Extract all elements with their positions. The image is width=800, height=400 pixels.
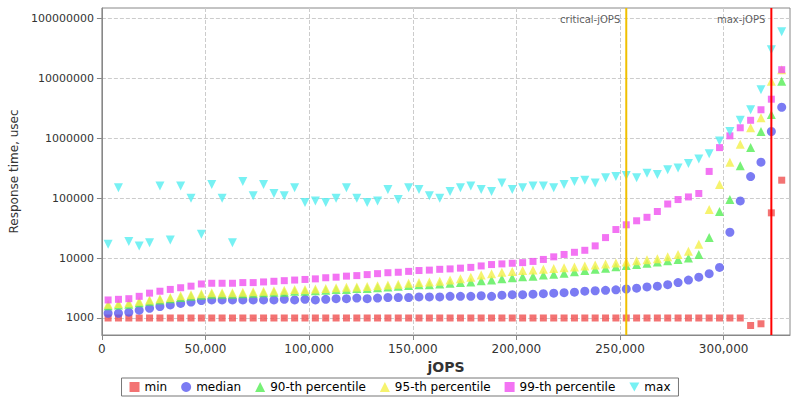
svg-text:250,000: 250,000 — [595, 342, 645, 356]
svg-text:jOPS: jOPS — [426, 359, 464, 375]
svg-text:min: min — [145, 380, 168, 394]
svg-text:300,000: 300,000 — [699, 342, 749, 356]
svg-text:10000: 10000 — [59, 252, 94, 265]
svg-text:99-th percentile: 99-th percentile — [520, 380, 616, 394]
svg-text:100,000: 100,000 — [284, 342, 334, 356]
svg-text:95-th percentile: 95-th percentile — [395, 380, 491, 394]
svg-text:Response time, usec: Response time, usec — [7, 109, 21, 233]
svg-text:200,000: 200,000 — [492, 342, 542, 356]
svg-text:max: max — [644, 380, 670, 394]
svg-text:0: 0 — [98, 342, 106, 356]
svg-text:100000000: 100000000 — [31, 12, 94, 25]
svg-text:1000000: 1000000 — [45, 132, 94, 145]
svg-text:90-th percentile: 90-th percentile — [270, 380, 366, 394]
svg-text:median: median — [196, 380, 241, 394]
svg-text:max-jOPS: max-jOPS — [717, 14, 765, 25]
svg-text:10000000: 10000000 — [38, 72, 94, 85]
svg-text:50,000: 50,000 — [185, 342, 227, 356]
svg-text:1000: 1000 — [66, 311, 94, 324]
svg-text:critical-jOPS: critical-jOPS — [560, 14, 620, 25]
svg-text:100000: 100000 — [52, 192, 94, 205]
svg-text:150,000: 150,000 — [388, 342, 438, 356]
